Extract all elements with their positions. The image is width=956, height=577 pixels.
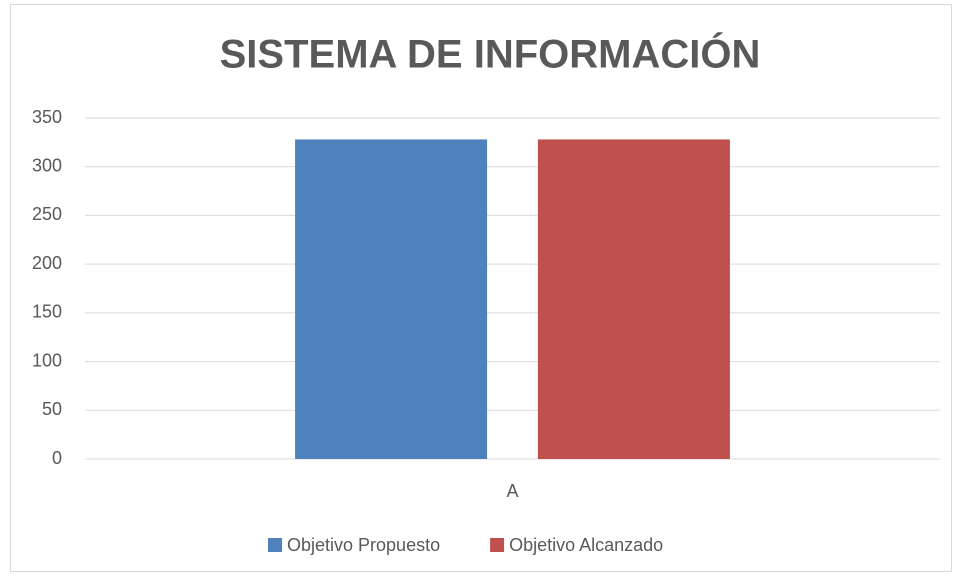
legend-label: Objetivo Propuesto	[287, 535, 440, 555]
chart-title: SISTEMA DE INFORMACIÓN	[220, 31, 761, 77]
bar	[537, 139, 730, 460]
y-tick-label: 350	[32, 107, 62, 127]
y-tick-label: 250	[32, 204, 62, 224]
y-tick-label: 200	[32, 253, 62, 273]
y-tick-label: 150	[32, 302, 62, 322]
y-tick-label: 300	[32, 155, 62, 175]
legend-swatch	[268, 538, 282, 552]
y-tick-label: 0	[52, 448, 62, 468]
y-tick-label: 50	[42, 399, 62, 419]
bar	[295, 139, 488, 460]
y-tick-label: 100	[32, 350, 62, 370]
legend-swatch	[490, 538, 505, 552]
legend-label: Objetivo Alcanzado	[509, 535, 663, 555]
x-tick-label: A	[506, 481, 518, 501]
